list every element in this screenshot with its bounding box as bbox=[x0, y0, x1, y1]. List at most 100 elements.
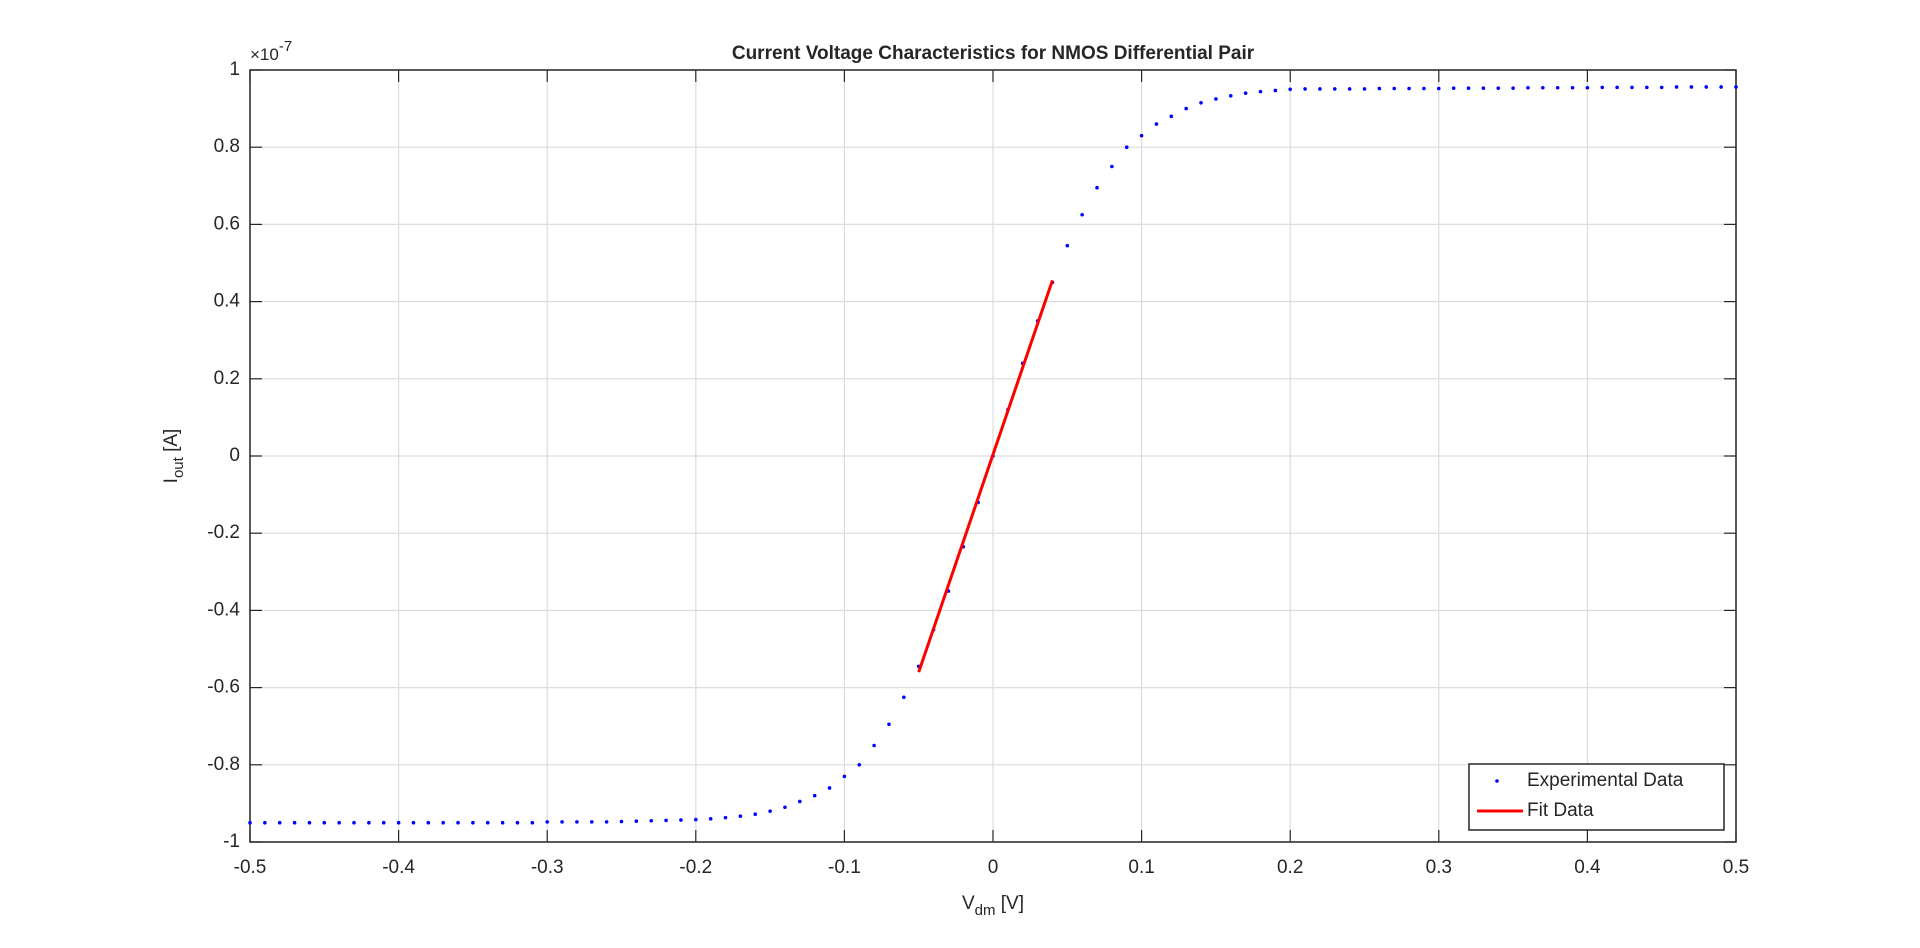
y-tick-label: -0.4 bbox=[207, 599, 240, 620]
data-point bbox=[1496, 86, 1501, 90]
data-point bbox=[812, 793, 817, 798]
data-point bbox=[411, 820, 416, 825]
data-point bbox=[1258, 89, 1263, 94]
data-point bbox=[1065, 243, 1070, 248]
data-point bbox=[515, 820, 520, 825]
y-tick-label: -1 bbox=[223, 831, 240, 852]
data-point bbox=[694, 817, 698, 822]
data-point bbox=[1674, 85, 1679, 89]
plot-frame bbox=[249, 69, 1737, 843]
data-point bbox=[1422, 86, 1426, 91]
data-point bbox=[1541, 85, 1545, 90]
data-point bbox=[471, 820, 475, 825]
data-point bbox=[500, 820, 505, 825]
data-point bbox=[1392, 86, 1397, 91]
data-point bbox=[634, 819, 639, 823]
data-point bbox=[1124, 145, 1129, 149]
data-point bbox=[277, 820, 282, 825]
data-point bbox=[1555, 85, 1560, 90]
data-point bbox=[708, 817, 713, 821]
data-point bbox=[352, 820, 356, 825]
y-tick-label: 1 bbox=[229, 59, 240, 80]
y-tick-label: -0.2 bbox=[207, 522, 240, 543]
data-point bbox=[1273, 88, 1278, 93]
legend-label: Fit Data bbox=[1527, 800, 1594, 821]
x-axis-label: Vdm [V] bbox=[962, 893, 1024, 919]
data-point bbox=[753, 812, 758, 817]
data-point bbox=[307, 820, 312, 825]
data-point bbox=[1347, 87, 1352, 91]
x-tick-label: -0.4 bbox=[382, 857, 415, 878]
data-point bbox=[426, 820, 431, 825]
data-point bbox=[1585, 85, 1590, 90]
x-axis-label-sub: dm bbox=[975, 902, 996, 919]
data-point bbox=[738, 814, 743, 818]
data-point bbox=[263, 820, 267, 825]
x-tick-label: -0.5 bbox=[234, 857, 267, 878]
data-point bbox=[1288, 87, 1292, 92]
data-point bbox=[1466, 86, 1471, 90]
data-point bbox=[1318, 87, 1322, 91]
data-point bbox=[1080, 212, 1084, 217]
data-point bbox=[679, 818, 683, 822]
x-tick-label: 0.1 bbox=[1128, 857, 1154, 878]
data-point bbox=[530, 820, 535, 825]
data-point bbox=[827, 786, 832, 790]
chart-title: Current Voltage Characteristics for NMOS… bbox=[732, 43, 1255, 64]
y-axis-label-unit: [A] bbox=[161, 429, 182, 458]
x-tick-label: 0.5 bbox=[1723, 857, 1749, 878]
data-point bbox=[441, 820, 445, 825]
data-point bbox=[381, 820, 386, 825]
data-point bbox=[1214, 97, 1218, 101]
data-point bbox=[367, 820, 371, 825]
data-point bbox=[842, 774, 847, 779]
legend-box bbox=[1468, 763, 1725, 831]
data-point bbox=[1659, 85, 1664, 90]
data-point bbox=[589, 820, 594, 824]
x-tick-label: 0 bbox=[988, 857, 999, 878]
y-tick-label: 0.4 bbox=[214, 291, 241, 312]
data-point bbox=[575, 820, 579, 824]
data-point bbox=[1228, 94, 1233, 98]
data-point bbox=[485, 820, 490, 825]
data-point bbox=[1526, 85, 1530, 90]
data-point bbox=[783, 805, 787, 810]
data-point bbox=[1243, 91, 1248, 95]
x-tick-label: 0.4 bbox=[1574, 857, 1601, 878]
data-point bbox=[1704, 85, 1709, 89]
data-point bbox=[1734, 85, 1738, 89]
data-point bbox=[1377, 86, 1382, 91]
x-tick-label: -0.2 bbox=[679, 857, 712, 878]
data-point bbox=[664, 818, 668, 823]
data-point bbox=[887, 722, 891, 727]
data-point bbox=[396, 820, 401, 825]
data-point bbox=[649, 818, 654, 823]
y-exponent-base: ×10 bbox=[250, 45, 279, 64]
data-point bbox=[1600, 85, 1605, 90]
data-point bbox=[1407, 86, 1411, 91]
data-point bbox=[292, 820, 297, 825]
y-tick-label: -0.6 bbox=[207, 677, 240, 698]
data-point bbox=[1615, 85, 1619, 90]
data-point bbox=[902, 695, 906, 700]
data-point bbox=[322, 820, 327, 825]
data-point bbox=[248, 820, 252, 825]
data-point bbox=[1139, 133, 1144, 138]
data-point bbox=[1630, 85, 1634, 90]
data-point bbox=[1332, 87, 1337, 91]
y-axis-label: Iout [A] bbox=[161, 429, 187, 484]
legend-label: Experimental Data bbox=[1527, 770, 1684, 791]
data-point bbox=[1719, 85, 1723, 89]
data-point bbox=[872, 743, 876, 748]
y-axis-label-sub: out bbox=[170, 456, 187, 478]
data-point bbox=[1689, 85, 1694, 89]
y-axis-label-main: I bbox=[161, 478, 182, 483]
data-point bbox=[1095, 185, 1099, 190]
x-axis-label-main: V bbox=[962, 893, 975, 914]
data-point bbox=[560, 820, 564, 824]
data-point bbox=[1645, 85, 1649, 90]
data-point bbox=[1199, 101, 1203, 105]
x-tick-label: 0.3 bbox=[1426, 857, 1452, 878]
data-point bbox=[798, 799, 802, 804]
